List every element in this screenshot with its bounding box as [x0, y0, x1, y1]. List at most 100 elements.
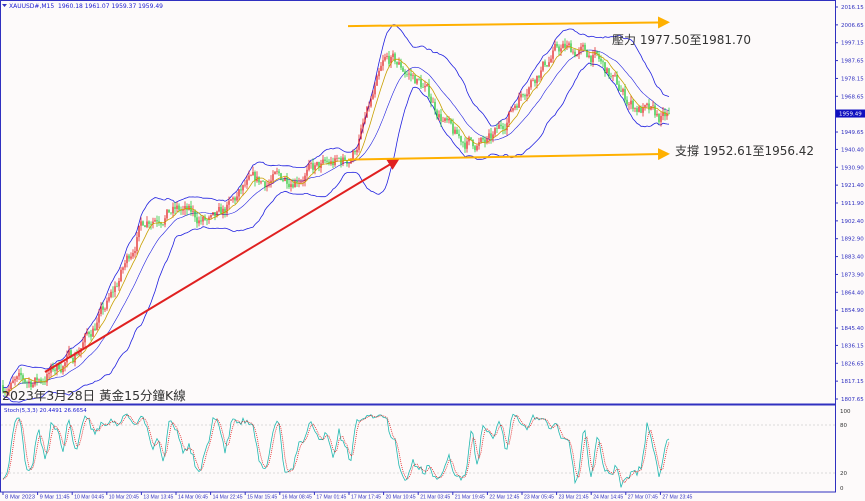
candle-body [538, 75, 540, 78]
candle-body [496, 128, 498, 129]
candle-body [590, 55, 592, 63]
candle-body [450, 118, 452, 124]
candle-body [196, 217, 198, 224]
candle-body [646, 103, 648, 106]
candle-body [8, 388, 10, 393]
candle-body [500, 124, 502, 127]
y-tick-label: 1949.65 [841, 130, 864, 136]
candle-body [410, 73, 412, 76]
ohlc-label: 1960.18 1961.07 1959.37 1959.49 [58, 3, 163, 10]
candle-body [78, 352, 80, 355]
candle-body [68, 350, 70, 356]
candle-body [18, 372, 20, 377]
candle-body [2, 385, 4, 392]
candle-body [310, 163, 312, 164]
candle-body [64, 362, 66, 367]
candle-body [284, 177, 286, 181]
candle-body [540, 70, 542, 78]
candle-body [194, 210, 196, 218]
candle-body [460, 136, 462, 142]
candle-body [448, 118, 450, 121]
candle-body [386, 55, 388, 57]
candle-body [318, 161, 320, 168]
stoch-header: Stoch(5,3,3) 20.4491 26.6654 [4, 408, 87, 414]
candle-body [112, 291, 114, 293]
candle-body [376, 76, 378, 86]
candle-body [436, 110, 438, 118]
candle-body [214, 212, 216, 217]
candle-body [562, 43, 564, 49]
candle-body [232, 197, 234, 200]
candle-body [362, 122, 364, 129]
candle-body [12, 380, 14, 384]
candle-body [100, 306, 102, 314]
candle-body [652, 105, 654, 107]
candle-body [530, 80, 532, 88]
candle-body [254, 171, 256, 182]
candle-body [610, 76, 612, 77]
candle-body [102, 306, 104, 310]
candle-body [336, 158, 338, 159]
candle-body [414, 75, 416, 84]
candle-body [294, 180, 296, 188]
candle-body [582, 44, 584, 47]
candle-body [430, 96, 432, 103]
candle-body [290, 184, 292, 188]
candle-body [394, 53, 396, 62]
candle-body [614, 74, 616, 76]
candle-body [60, 369, 62, 373]
candle-body [242, 185, 244, 191]
candle-body [26, 382, 28, 383]
candle-body [138, 225, 140, 238]
x-tick-label: 23 Mar 05:45 [524, 495, 554, 501]
candle-body [402, 67, 404, 72]
candle-body [208, 217, 210, 221]
resistance-arrow [347, 16, 670, 29]
stoch-signal-line [2, 414, 670, 484]
candle-body [88, 332, 90, 335]
candle-body [600, 58, 602, 62]
candle-body [70, 350, 72, 359]
candle-body [370, 98, 372, 107]
main-panel-frame [0, 0, 836, 405]
candle-body [308, 163, 310, 170]
candle-body [316, 161, 318, 166]
candle-body [94, 328, 96, 331]
candle-body [560, 48, 562, 52]
candle-body [424, 85, 426, 88]
candle-body [288, 183, 290, 188]
candle-body [640, 106, 642, 113]
candle-body [226, 204, 228, 214]
y-tick-label: 1940.40 [841, 147, 864, 153]
candle-body [304, 175, 306, 182]
candle-body [378, 70, 380, 77]
candle-body [20, 372, 22, 376]
candle-body [528, 87, 530, 95]
candle-body [398, 62, 400, 65]
candle-body [520, 94, 522, 98]
x-tick-label: 24 Mar 14:45 [593, 495, 623, 501]
candle-body [660, 115, 662, 122]
candle-body [152, 221, 154, 224]
candle-body [426, 84, 428, 86]
y-tick-label: 1883.40 [841, 255, 864, 261]
candle-body [616, 74, 618, 85]
x-tick-label: 14 Mar 22:45 [213, 495, 243, 501]
candle-body [260, 181, 262, 183]
y-tick-label: 1921.40 [841, 183, 864, 189]
candle-body [630, 100, 632, 105]
candle-body [72, 358, 74, 363]
candle-body [278, 171, 280, 174]
y-tick-label: 1968.65 [841, 94, 864, 100]
candle-body [408, 73, 410, 75]
resistance-label: 壓力 1977.50至1981.70 [612, 33, 752, 47]
y-tick-label: 1978.15 [841, 76, 864, 82]
x-tick-label: 27 Mar 07:45 [628, 495, 658, 501]
x-tick-label: 22 Mar 12:45 [489, 495, 519, 501]
candle-body [176, 205, 178, 209]
x-tick-label: 14 Mar 06:45 [178, 495, 208, 501]
candle-body [524, 95, 526, 97]
candle-body [192, 210, 194, 212]
candle-body [130, 256, 132, 259]
